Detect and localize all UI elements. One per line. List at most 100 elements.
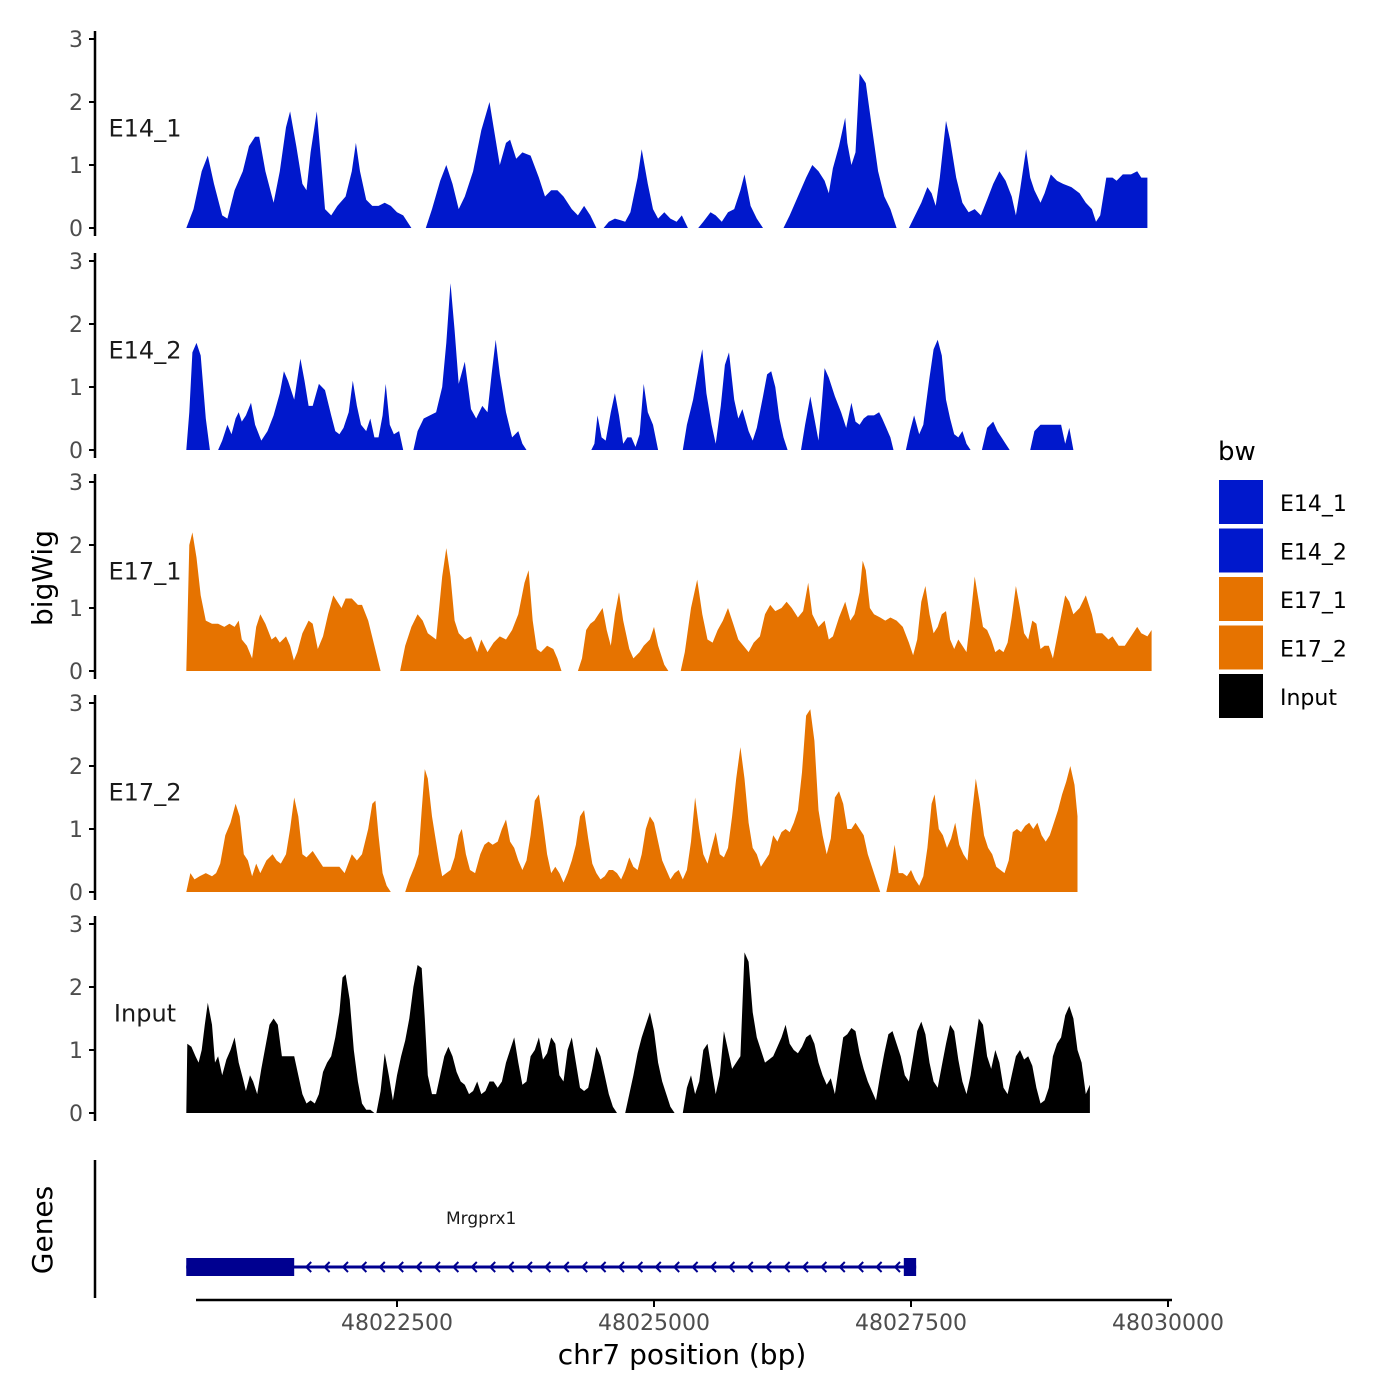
- strand-arrow: [875, 1261, 883, 1273]
- strand-arrow: [470, 1261, 478, 1273]
- coverage-area: [186, 974, 375, 1113]
- legend-label: E17_2: [1280, 638, 1347, 663]
- strand-arrow: [764, 1261, 772, 1273]
- strand-arrow: [599, 1261, 607, 1273]
- y-tick-label: 1: [69, 818, 83, 843]
- legend-swatch: [1219, 625, 1263, 670]
- strand-arrow: [451, 1261, 460, 1273]
- coverage-area: [698, 174, 763, 228]
- strand-arrow: [691, 1261, 699, 1273]
- track-label: E14_2: [109, 337, 182, 365]
- coverage-area: [288, 595, 381, 671]
- coverage-area: [682, 952, 1090, 1113]
- y-tick-label: 1: [69, 376, 83, 401]
- strand-arrow: [746, 1261, 754, 1273]
- legend-swatch: [1219, 577, 1263, 621]
- coverage-area: [425, 102, 597, 228]
- x-tick-label: 48025000: [598, 1311, 710, 1336]
- coverage-area: [680, 560, 1152, 671]
- track-E14_2: 0 1 2 3 E14_2: [69, 250, 1074, 464]
- strand-arrow: [580, 1261, 588, 1273]
- coverage-area: [625, 1012, 675, 1113]
- coverage-area: [400, 548, 562, 671]
- y-tick-label: 0: [69, 217, 83, 242]
- track-label: E17_1: [109, 558, 182, 586]
- strand-arrow: [654, 1261, 662, 1273]
- coverage-area: [801, 368, 894, 450]
- strand-arrow: [801, 1261, 809, 1273]
- track-label: E17_2: [109, 779, 182, 807]
- strand-arrow: [819, 1261, 828, 1273]
- coverage-area: [413, 283, 527, 450]
- gene-exon: [903, 1258, 917, 1276]
- x-tick-label: 48030000: [1112, 1311, 1224, 1336]
- strand-arrow: [635, 1261, 644, 1273]
- coverage-area: [405, 709, 881, 892]
- legend-swatch: [1219, 674, 1263, 718]
- y-tick-label: 3: [69, 28, 83, 53]
- y-tick-label: 3: [69, 692, 83, 717]
- genes-panel: Mrgprx1: [93, 1160, 917, 1298]
- track-Input: 0 1 2 3 Input: [69, 913, 1090, 1127]
- track-label: E14_1: [109, 115, 182, 143]
- strand-arrow: [562, 1261, 570, 1273]
- y-tick-label: 0: [69, 881, 83, 906]
- coverage-area: [682, 349, 788, 450]
- gene-exon: [186, 1258, 295, 1276]
- coverage-area: [783, 73, 897, 228]
- y-tick-label: 1: [69, 1039, 83, 1064]
- strand-arrow: [359, 1261, 368, 1273]
- track-label: Input: [114, 1000, 176, 1028]
- track-E14_1: 0 1 2 3 E14_1: [69, 28, 1148, 242]
- legend-label: E14_1: [1280, 492, 1347, 517]
- coverage-area: [908, 120, 1148, 228]
- strand-arrow: [543, 1261, 552, 1273]
- coverage-area: [886, 766, 1078, 892]
- legend-swatch: [1219, 480, 1263, 524]
- strand-arrow: [378, 1261, 386, 1273]
- gene-label: Mrgprx1: [446, 1209, 516, 1229]
- strand-arrow: [488, 1261, 496, 1273]
- strand-arrow: [507, 1261, 515, 1273]
- y-tick-label: 0: [69, 1102, 83, 1127]
- strand-arrow: [856, 1261, 864, 1273]
- x-tick-label: 48022500: [341, 1311, 453, 1336]
- strand-arrow: [396, 1261, 404, 1273]
- coverage-area: [186, 111, 412, 228]
- legend-swatch: [1219, 528, 1263, 573]
- y-tick-label: 3: [69, 913, 83, 938]
- y-tick-label: 1: [69, 597, 83, 622]
- coverage-area: [577, 592, 669, 671]
- strand-arrow: [783, 1261, 791, 1273]
- x-axis-title: chr7 position (bp): [558, 1338, 807, 1371]
- track-panels: 0 1 2 3 E14_1 0 1 2 3 E14_2 0 1 2 3 E17_1 0 1 2 3 E17_2 0 1 2 3…: [69, 28, 1152, 1127]
- strand-arrow: [415, 1261, 423, 1273]
- y-tick-label: 3: [69, 471, 83, 496]
- y-tick-label: 3: [69, 250, 83, 275]
- strand-arrow: [323, 1261, 331, 1273]
- coverage-area: [186, 532, 295, 671]
- legend-label: Input: [1280, 686, 1337, 711]
- coverage-area: [591, 383, 659, 450]
- strand-arrow: [672, 1261, 680, 1273]
- legend: bw E14_1 E14_2 E17_1 E17_2 Input: [1218, 437, 1347, 718]
- legend-label: E14_2: [1280, 541, 1347, 566]
- coverage-area: [981, 421, 1010, 450]
- strand-arrow: [709, 1261, 717, 1273]
- coverage-area: [218, 358, 404, 450]
- coverage-area: [186, 797, 391, 892]
- strand-arrow: [304, 1261, 312, 1273]
- track-E17_1: 0 1 2 3 E17_1: [69, 471, 1152, 685]
- coverage-area: [1030, 424, 1074, 450]
- track-E17_2: 0 1 2 3 E17_2: [69, 692, 1078, 906]
- strand-arrow: [893, 1261, 901, 1273]
- y-tick-label: 1: [69, 154, 83, 179]
- y-tick-label: 0: [69, 439, 83, 464]
- coverage-area: [376, 965, 617, 1113]
- strand-arrow: [433, 1261, 441, 1273]
- y-tick-label: 2: [69, 755, 83, 780]
- coverage-area: [186, 342, 210, 450]
- legend-title: bw: [1218, 437, 1256, 467]
- genes-axis-title: Genes: [26, 1186, 59, 1274]
